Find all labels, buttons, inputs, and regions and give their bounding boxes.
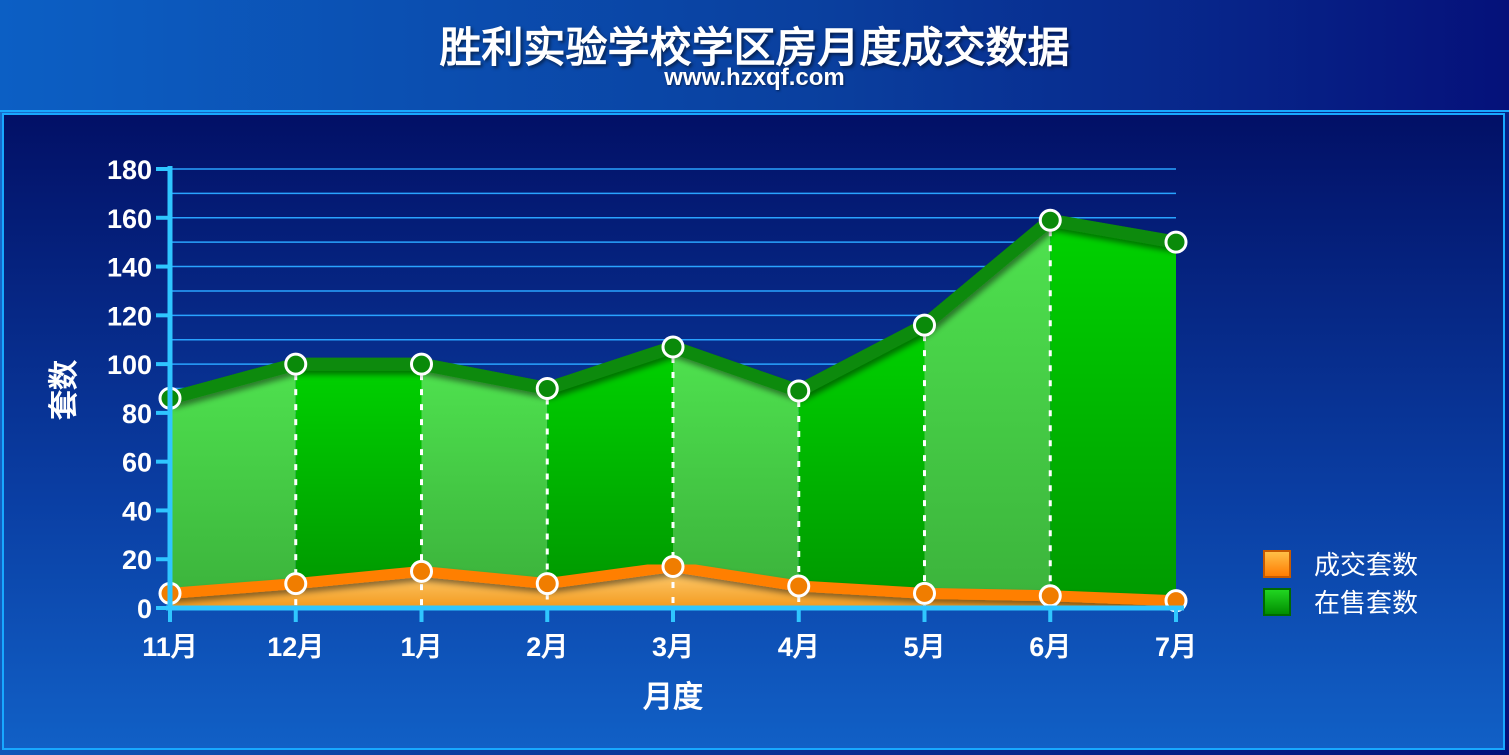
- point-layer: [158, 208, 1188, 613]
- sale-area-band: [1050, 220, 1176, 601]
- legend-swatch: [1263, 550, 1291, 578]
- sale-area-band: [673, 347, 799, 587]
- deal-point: [661, 555, 685, 579]
- x-tick-label: 6月: [1029, 632, 1071, 662]
- x-tick-label: 5月: [903, 632, 945, 662]
- y-tick-label: 120: [107, 301, 152, 331]
- sale-area-band: [421, 364, 548, 584]
- deal-point: [913, 581, 936, 605]
- sale-point: [1164, 230, 1188, 254]
- deal-point: [787, 574, 811, 598]
- legend-label: 在售套数: [1314, 589, 1418, 619]
- x-tick-label: 4月: [778, 632, 820, 662]
- x-tick-label: 3月: [652, 632, 694, 662]
- sale-point: [1038, 208, 1062, 232]
- y-tick-label: 140: [107, 253, 152, 283]
- sale-point: [913, 313, 936, 337]
- sale-area-band: [924, 220, 1051, 596]
- y-tick-label: 100: [107, 350, 152, 380]
- y-tick-label: 160: [107, 204, 152, 234]
- sale-area-band: [547, 347, 673, 584]
- header-banner: 胜利实验学校学区房月度成交数据 www.hzxqf.com: [0, 0, 1509, 112]
- legend-label: 成交套数: [1314, 551, 1418, 581]
- sale-area-band: [170, 364, 296, 594]
- x-tick-label: 2月: [526, 632, 568, 662]
- sale-point: [661, 335, 685, 359]
- x-tick-label: 7月: [1155, 632, 1197, 662]
- x-tick-label: 1月: [400, 632, 442, 662]
- sale-area-band: [295, 364, 422, 584]
- chart-subtitle: www.hzxqf.com: [664, 64, 845, 91]
- y-tick-label: 20: [122, 545, 152, 575]
- sale-point: [284, 352, 308, 376]
- x-tick-label: 12月: [267, 632, 324, 662]
- x-axis-title: 月度: [643, 680, 703, 715]
- deal-point: [410, 559, 433, 583]
- y-tick-label: 180: [107, 155, 152, 185]
- deal-point: [535, 572, 559, 596]
- sale-point: [787, 379, 811, 403]
- sale-point: [410, 352, 433, 376]
- sale-point: [535, 377, 559, 400]
- axes: 0 20 40 60 80 100 120 140 160 180 11月 12月 1月 2月 3月 4月 5月…: [47, 155, 1197, 715]
- y-tick-label: 80: [122, 399, 152, 429]
- y-axis-title: 套数: [47, 359, 82, 420]
- legend-swatch: [1263, 588, 1291, 616]
- deal-point: [1038, 584, 1062, 608]
- sale-area-band: [798, 325, 925, 594]
- chart-title: 胜利实验学校学区房月度成交数据: [439, 23, 1070, 72]
- y-tick-label: 60: [122, 448, 152, 478]
- area-layer: [170, 220, 1176, 608]
- y-tick-label: 0: [137, 594, 152, 624]
- deal-point: [284, 572, 308, 596]
- x-tick-label: 11月: [142, 632, 198, 662]
- y-tick-label: 40: [122, 496, 152, 526]
